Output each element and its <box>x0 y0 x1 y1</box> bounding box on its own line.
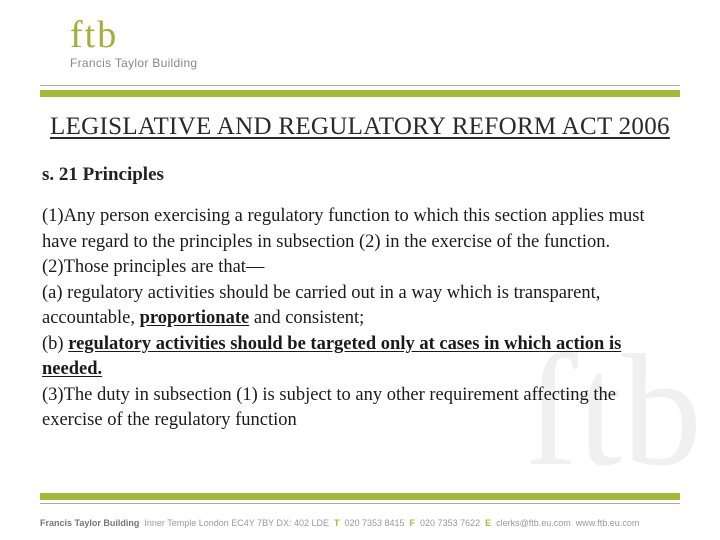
para-1: (1)Any person exercising a regulatory fu… <box>42 206 645 252</box>
logo-letter-t: t <box>85 16 96 54</box>
top-divider-thin <box>40 85 680 86</box>
body-text: (1)Any person exercising a regulatory fu… <box>42 204 678 434</box>
footer-f-value: 020 7353 7622 <box>420 518 480 528</box>
logo-letters: f t b <box>70 16 197 54</box>
para-5: (3)The duty in subsection (1) is subject… <box>42 385 616 431</box>
logo-letter-b: b <box>97 16 116 54</box>
para-3-emph: proportionate <box>140 308 250 328</box>
logo-subtitle: Francis Taylor Building <box>70 56 197 70</box>
para-3b: and consistent; <box>249 308 364 328</box>
slide-page: f t b f t b Francis Taylor Building LEGI… <box>0 0 720 540</box>
para-2: (2)Those principles are that— <box>42 257 264 277</box>
bottom-divider-thin <box>40 503 680 504</box>
footer-e-value: clerks@ftb.eu.com <box>496 518 571 528</box>
footer-e-label: E <box>485 518 491 528</box>
footer-name: Francis Taylor Building <box>40 518 139 528</box>
para-4a: (b) <box>42 334 68 354</box>
page-title: LEGISLATIVE AND REGULATORY REFORM ACT 20… <box>50 113 680 141</box>
footer-t-label: T <box>334 518 340 528</box>
para-4-emph: regulatory activities should be targeted… <box>42 334 621 380</box>
header-logo: f t b Francis Taylor Building <box>70 16 197 70</box>
footer-f-label: F <box>410 518 416 528</box>
footer-t-value: 020 7353 8415 <box>344 518 404 528</box>
logo-letter-f: f <box>70 16 83 54</box>
section-heading: s. 21 Principles <box>42 164 164 186</box>
bottom-divider-thick <box>40 493 680 500</box>
footer-address: Inner Temple London EC4Y 7BY DX: 402 LDE <box>144 518 329 528</box>
top-divider-thick <box>40 90 680 97</box>
footer-web: www.ftb.eu.com <box>576 518 640 528</box>
footer: Francis Taylor Building Inner Temple Lon… <box>40 518 680 528</box>
